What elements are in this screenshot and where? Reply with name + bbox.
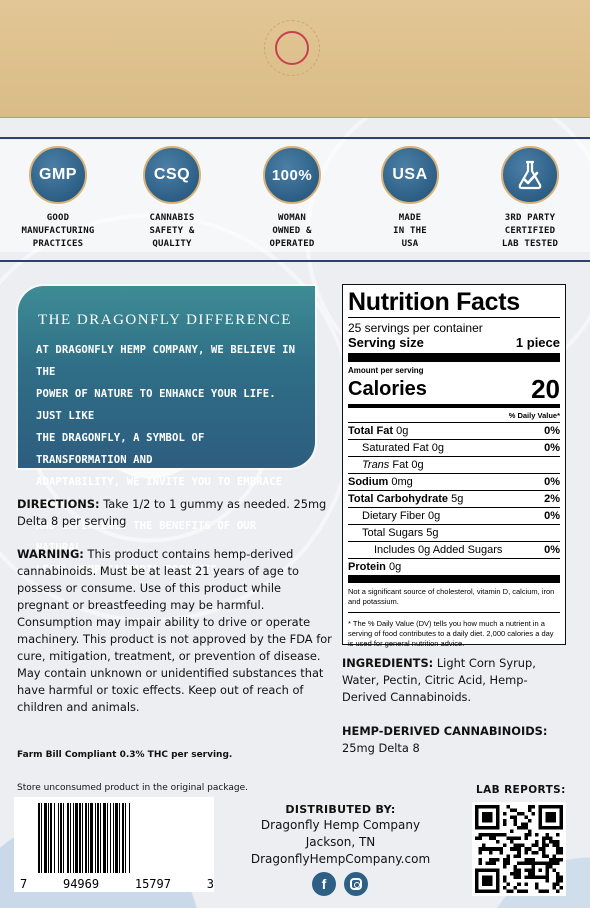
badge-label: GOOD MANUFACTURING PRACTICES — [21, 213, 95, 249]
qr-code-icon[interactable] — [472, 802, 566, 896]
nutrient-row: Includes 0g Added Sugars 0% — [348, 541, 560, 558]
nutrient-row: Total Fat 0g 0% — [348, 422, 560, 439]
barcode-bars — [38, 803, 198, 873]
nutrient-row: Dietary Fiber 0g 0% — [348, 507, 560, 524]
hang-hole-ring — [264, 20, 320, 76]
upc-barcode: 7 94969 15797 3 — [14, 797, 214, 892]
certification-badges: GMP GOOD MANUFACTURING PRACTICES CSQ CANNA… — [0, 140, 590, 252]
badge-gmp: GMP GOOD MANUFACTURING PRACTICES — [0, 140, 116, 251]
nutrition-title: Nutrition Facts — [348, 288, 520, 316]
nutrient-row: Trans Fat 0g — [348, 456, 560, 473]
nutrition-facts-panel: Nutrition Facts 25 servings per containe… — [342, 284, 566, 648]
directions: DIRECTIONS: Take 1/2 to 1 gummy as neede… — [17, 497, 327, 528]
badge-label: MADE IN THE USA — [393, 213, 427, 249]
lab-reports-label: LAB REPORTS: — [476, 784, 566, 796]
badge-label: WOMAN OWNED & OPERATED — [269, 213, 315, 249]
difference-title: THE DRAGONFLY DIFFERENCE — [38, 312, 292, 328]
hang-hole — [275, 31, 309, 65]
daily-value-footnote: * The % Daily Value (DV) tells you how m… — [348, 619, 554, 648]
warning: WARNING: This product contains hemp-deri… — [17, 547, 332, 714]
distributor-info: DISTRIBUTED BY: Dragonfly Hemp Company J… — [250, 803, 431, 866]
storage-note: Store unconsumed product in the original… — [17, 783, 249, 793]
amount-per-serving: Amount per serving — [348, 366, 424, 375]
badge-circle: USA — [381, 146, 439, 204]
badge-label: CANNABIS SAFETY & QUALITY — [149, 213, 195, 249]
badge-label: 3RD PARTY CERTIFIED LAB TESTED — [501, 213, 559, 249]
dragonfly-difference-panel: THE DRAGONFLY DIFFERENCE AT DRAGONFLY HE… — [18, 286, 315, 576]
calories-row: Calories 20 — [348, 374, 560, 404]
badge-lab-tested: 3RD PARTY CERTIFIED LAB TESTED — [472, 140, 588, 251]
nutrient-row: Total Carbohydrate 5g 2% — [348, 490, 560, 507]
serving-size: Serving size 1 piece — [348, 335, 560, 350]
facebook-icon[interactable]: f — [312, 872, 336, 896]
ingredients: INGREDIENTS: Light Corn Syrup, Water, Pe… — [342, 656, 536, 704]
badge-circle: 100% — [263, 146, 321, 204]
nutrient-row: Sodium 0mg 0% — [348, 473, 560, 490]
daily-value-header: % Daily Value* — [508, 411, 560, 420]
badge-csq: CSQ CANNABIS SAFETY & QUALITY — [114, 140, 230, 251]
header-divider — [0, 117, 590, 118]
not-significant-note: Not a significant source of cholesterol,… — [348, 587, 555, 606]
instagram-icon[interactable] — [344, 872, 368, 896]
servings-per-container: 25 servings per container — [348, 321, 483, 335]
barcode-digits: 7 94969 15797 3 — [20, 877, 214, 891]
difference-body: AT DRAGONFLY HEMP COMPANY, WE BELIEVE IN… — [36, 344, 296, 576]
farm-bill-note: Farm Bill Compliant 0.3% THC per serving… — [17, 750, 233, 760]
nutrient-rows: Total Fat 0g 0% Saturated Fat 0g 0% Trans Fa… — [348, 422, 560, 575]
nutrient-row: Saturated Fat 0g 0% — [348, 439, 560, 456]
badge-band-bottom-line — [0, 260, 590, 262]
hemp-derived-cannabinoids: HEMP-DERIVED CANNABINOIDS: 25mg Delta 8 — [342, 724, 548, 755]
badge-usa: USA MADE IN THE USA — [352, 140, 468, 251]
social-links: f — [312, 872, 368, 896]
nutrient-row: Protein 0g — [348, 558, 560, 575]
badge-woman-owned: 100% WOMAN OWNED & OPERATED — [234, 140, 350, 251]
nutrient-row: Total Sugars 5g — [348, 524, 560, 541]
lab-flask-check-icon — [501, 146, 559, 204]
badge-circle: GMP — [29, 146, 87, 204]
package-header — [0, 0, 590, 118]
badge-circle: CSQ — [143, 146, 201, 204]
badge-band-top-line — [0, 137, 590, 139]
